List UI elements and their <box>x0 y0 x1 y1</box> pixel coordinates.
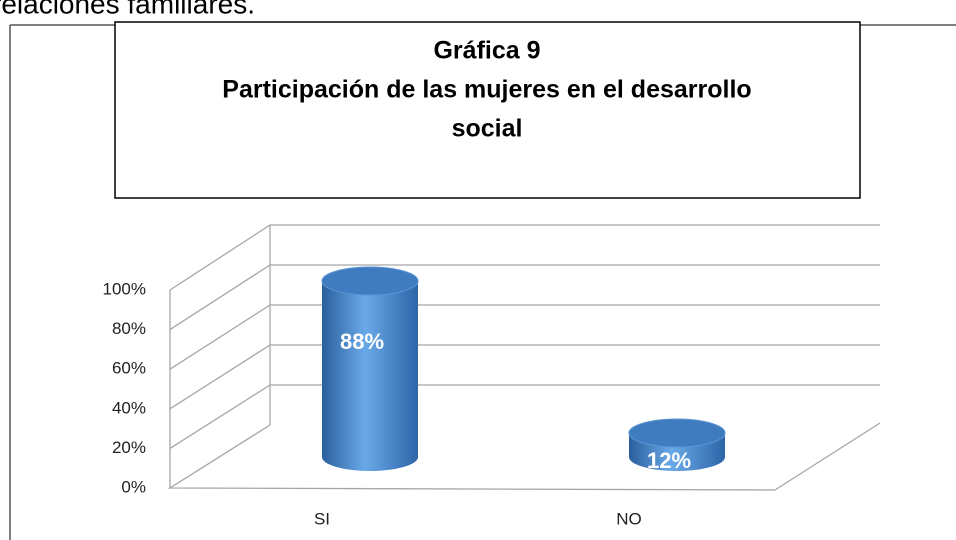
x-tick-label: NO <box>616 509 642 528</box>
title-box <box>114 21 861 199</box>
grid-line <box>169 264 880 331</box>
grid-line <box>169 344 880 410</box>
y-tick-label: 20% <box>112 438 146 457</box>
y-tick-label: 80% <box>112 319 146 338</box>
page-text: relaciones familiares. <box>0 0 255 19</box>
value-label: 12% <box>647 448 691 473</box>
bar-top <box>628 418 726 448</box>
grid-line <box>167 422 881 491</box>
grid-line <box>169 384 880 449</box>
x-tick-label: SI <box>314 509 330 528</box>
chart-title: social <box>452 115 523 143</box>
y-tick-label: 40% <box>112 398 146 417</box>
chart-title: Gráfica 9 <box>433 37 540 65</box>
y-tick-label: 60% <box>112 359 146 378</box>
bar <box>629 433 725 471</box>
grid-line <box>169 304 880 370</box>
bar-top <box>321 266 419 296</box>
bar <box>322 281 418 471</box>
grid-line <box>169 224 880 291</box>
y-tick-label: 100% <box>103 279 146 298</box>
value-label: 88% <box>340 329 384 354</box>
chart-title: Participación de las mujeres en el desar… <box>222 76 751 104</box>
y-tick-label: 0% <box>121 477 146 496</box>
